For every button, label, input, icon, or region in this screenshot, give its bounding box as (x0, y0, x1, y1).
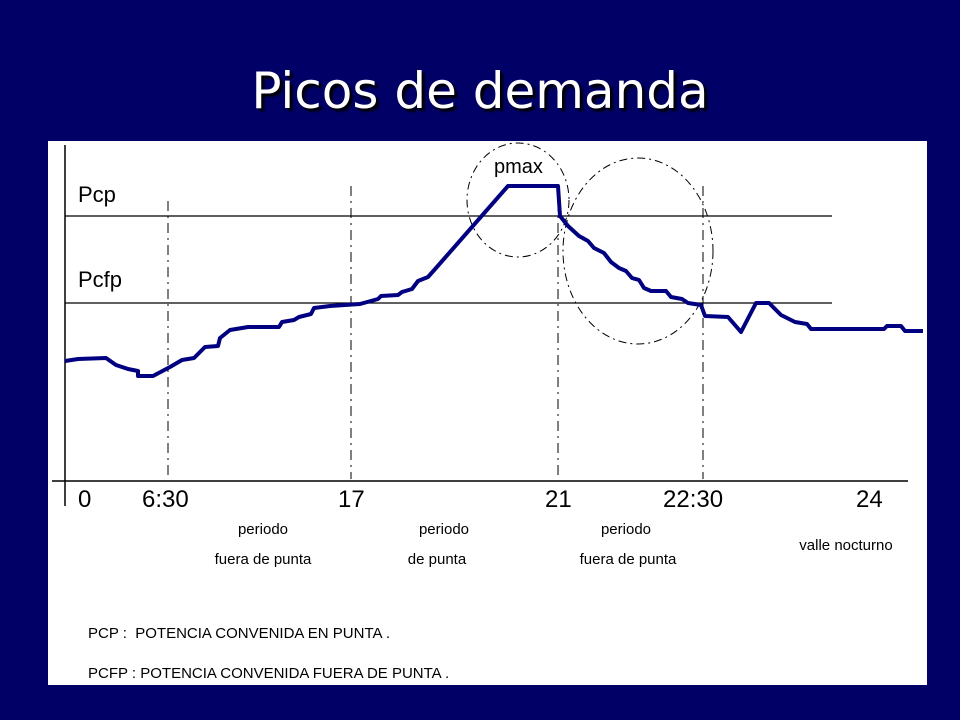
period-3-line2: fuera de punta (580, 551, 677, 568)
period-2-line2: de punta (408, 551, 467, 568)
pmax-label: pmax (494, 156, 543, 178)
pcfp-label: Pcfp (78, 267, 122, 292)
demand-diagram-svg: Pcp Pcfp pmax 0 6:30 17 21 22:30 24 peri… (52, 142, 923, 682)
legend-pcfp: PCFP : POTENCIA CONVENIDA FUERA DE PUNTA… (88, 665, 449, 682)
pcp-label: Pcp (78, 182, 116, 207)
demand-diagram: Pcp Pcfp pmax 0 6:30 17 21 22:30 24 peri… (48, 141, 927, 685)
legend-pcp: PCP : POTENCIA CONVENIDA EN PUNTA . (88, 625, 390, 642)
hour-tick-17: 17 (338, 486, 365, 513)
period-1-line2: fuera de punta (215, 551, 312, 568)
hour-tick-21: 21 (545, 486, 572, 513)
hour-tick-0: 0 (78, 486, 91, 513)
hour-tick-24: 24 (856, 486, 883, 513)
hour-tick-630: 6:30 (142, 486, 189, 513)
demand-curve (64, 184, 923, 378)
hour-tick-2230: 22:30 (663, 486, 723, 513)
pmax-circle (466, 142, 570, 258)
descent-circle (562, 157, 714, 345)
period-4-line1: valle nocturno (799, 537, 892, 554)
slide-title: Picos de demanda (251, 62, 709, 120)
period-1-line1: periodo (238, 521, 288, 538)
period-3-line1: periodo (601, 521, 651, 538)
period-2-line1: periodo (419, 521, 469, 538)
